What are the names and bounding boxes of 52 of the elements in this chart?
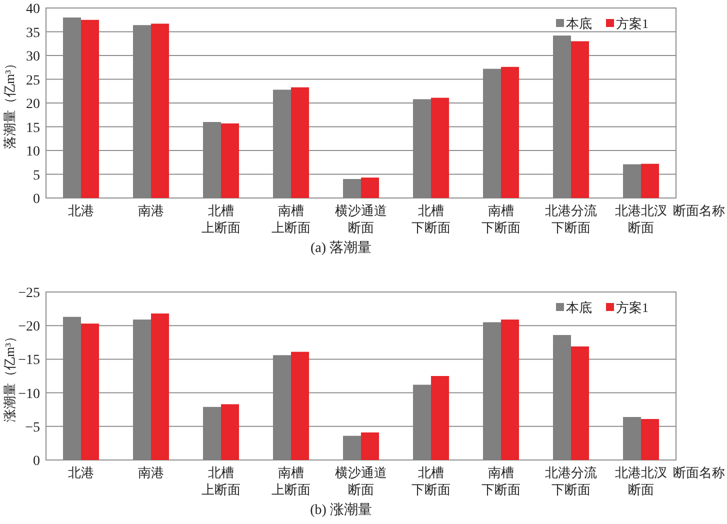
text: (b) 涨潮量 — [310, 502, 372, 518]
x-tick-label: 北港北汊断面 — [615, 465, 667, 497]
y-tick-label: 25 — [26, 73, 40, 88]
y-tick-label: −20 — [18, 320, 40, 335]
x-tick-label: 北槽下断面 — [412, 465, 450, 497]
y-tick-label: 20 — [26, 97, 40, 112]
x-tick-label: 南槽上断面 — [272, 465, 310, 497]
x-axis-title: 断面名称 — [673, 203, 725, 218]
bar — [221, 123, 239, 198]
x-tick-label: 北槽上断面 — [202, 203, 240, 235]
y-tick-label: −15 — [18, 353, 40, 368]
text: (a) 落潮量 — [310, 240, 372, 256]
x-tick-label: 北港 — [68, 465, 94, 480]
y-tick-label: 0 — [33, 454, 40, 469]
y-tick-label: 40 — [26, 2, 40, 17]
x-tick-label: 横沙通道断面 — [335, 203, 387, 235]
y-tick-label: 30 — [26, 50, 40, 64]
y-tick-label: −10 — [18, 386, 40, 402]
bar — [641, 164, 659, 198]
legend-label: 本底 — [566, 300, 592, 315]
bar — [291, 87, 309, 198]
y-axis-title: 涨潮量（亿m³） — [2, 330, 17, 422]
x-tick-label: 南槽上断面 — [272, 203, 310, 235]
y-tick-label: 15 — [26, 120, 40, 136]
x-tick-label: 南槽下断面 — [482, 465, 520, 497]
x-tick-label: 北港分流下断面 — [545, 203, 597, 235]
x-tick-label: 北港 — [68, 203, 94, 218]
x-axis-title: 断面名称 — [673, 465, 725, 480]
bar — [151, 24, 169, 198]
x-tick-label: 南槽下断面 — [482, 203, 520, 235]
x-tick-label: 北港北汊断面 — [615, 203, 667, 235]
x-tick-label: 北槽上断面 — [202, 465, 240, 497]
legend-label: 方案1 — [616, 300, 648, 315]
y-tick-label: −5 — [25, 420, 40, 436]
y-tick-label: 10 — [26, 144, 40, 160]
x-tick-label: 北港分流下断面 — [545, 465, 597, 497]
bar — [431, 98, 449, 198]
legend-label: 方案1 — [616, 16, 648, 31]
y-tick-label: 35 — [26, 26, 40, 41]
y-tick-label: 5 — [33, 168, 40, 184]
y-tick-label: −25 — [18, 286, 40, 301]
bar — [81, 20, 99, 198]
x-tick-label: 南港 — [138, 465, 164, 480]
x-tick-label: 南港 — [138, 203, 164, 218]
x-tick-label: 北槽下断面 — [412, 203, 450, 235]
y-axis-title: 落潮量（亿m³） — [2, 56, 17, 150]
bar — [361, 178, 379, 198]
y-tick-label: 0 — [33, 192, 40, 207]
bar — [501, 66, 519, 198]
x-tick-label: 横沙通道断面 — [335, 465, 387, 497]
bar — [571, 41, 589, 198]
legend-label: 本底 — [566, 16, 592, 31]
